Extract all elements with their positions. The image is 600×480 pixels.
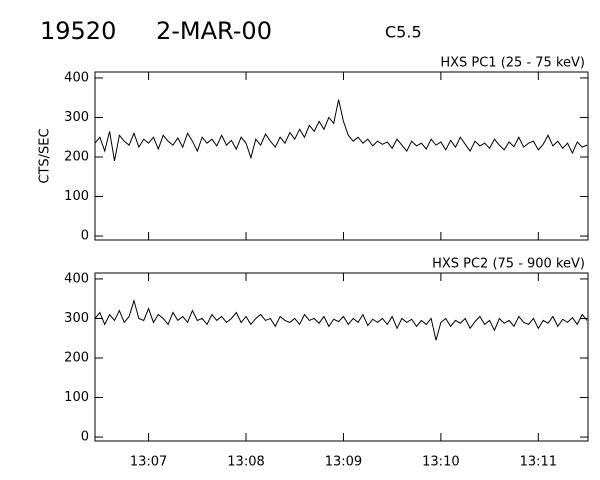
x-tick-label: 13:11 [520,455,557,470]
y-tick-label: 400 [64,70,89,85]
y-axis-label: CTS/SEC [38,128,53,183]
y-tick-label: 0 [81,229,89,244]
panel-label: HXS PC2 (75 - 900 keV) [432,257,585,272]
y-tick-label: 100 [64,390,89,405]
x-tick-label: 13:09 [325,455,362,470]
flare-class: C5.5 [385,23,422,42]
y-tick-label: 100 [64,189,89,204]
panel-label: HXS PC1 (25 - 75 keV) [440,56,585,71]
data-line [94,298,588,341]
y-tick-label: 0 [81,430,89,445]
plot-frame [94,272,589,442]
x-tick-label: 13:08 [227,455,264,470]
x-tick-label: 13:07 [130,455,167,470]
y-tick-label: 400 [64,271,89,286]
event-date: 2-MAR-00 [156,17,272,45]
data-line [94,99,588,162]
x-tick-label: 13:10 [422,455,459,470]
y-tick-label: 200 [64,149,89,164]
plot-frame [94,71,589,241]
y-tick-label: 300 [64,110,89,125]
y-tick-label: 300 [64,311,89,326]
event-id: 19520 [40,17,116,45]
y-tick-label: 200 [64,350,89,365]
